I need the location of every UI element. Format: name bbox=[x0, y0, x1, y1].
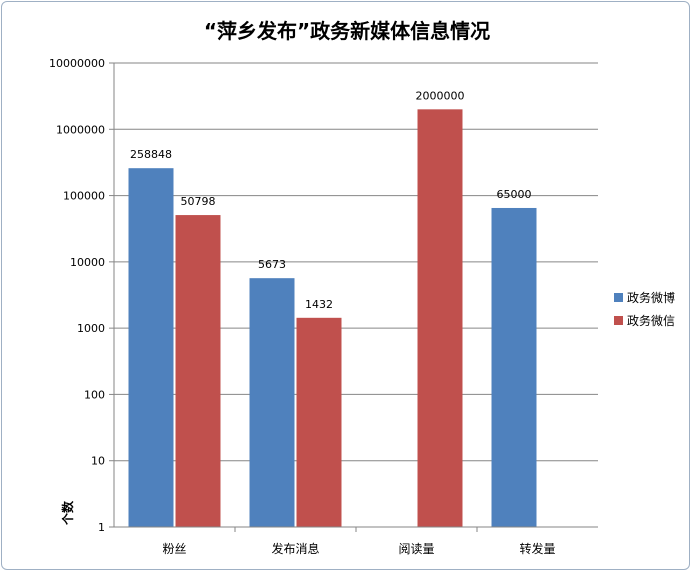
y-axis-ticks: 1 10 100 1000 10000 100000 1000000 10000000 bbox=[49, 57, 105, 534]
y-tick-label: 100000 bbox=[63, 190, 105, 203]
bar bbox=[128, 168, 174, 528]
data-label: 50798 bbox=[181, 195, 216, 208]
x-category-label: 转发量 bbox=[519, 541, 555, 556]
x-category-label: 粉丝 bbox=[162, 542, 186, 556]
data-label: 2000000 bbox=[416, 89, 465, 102]
data-label: 258848 bbox=[130, 148, 172, 161]
legend-label: 政务微博 bbox=[627, 290, 675, 305]
y-tick-label: 10 bbox=[91, 455, 105, 468]
data-labels: 258848 50798 5673 1432 2000000 65000 bbox=[130, 89, 532, 310]
data-label: 5673 bbox=[258, 258, 286, 271]
chart-title: “萍乡发布”政务新媒体信息情况 bbox=[204, 19, 490, 43]
bar bbox=[296, 317, 342, 527]
x-category-label: 发布消息 bbox=[271, 541, 319, 556]
y-tick-label: 1000 bbox=[77, 322, 105, 335]
x-category-label: 阅读量 bbox=[398, 542, 434, 556]
y-tick-label: 100 bbox=[84, 388, 105, 401]
y-tick-label: 10000000 bbox=[49, 57, 105, 70]
legend-swatch bbox=[614, 293, 623, 302]
y-tick-label: 10000 bbox=[70, 256, 105, 269]
bar bbox=[417, 109, 463, 527]
y-tick-label: 1 bbox=[98, 521, 105, 534]
y-tick-label: 1000000 bbox=[56, 123, 105, 136]
bar bbox=[175, 215, 221, 528]
bars bbox=[128, 109, 537, 528]
y-axis-title: 个数 bbox=[60, 500, 75, 526]
data-label: 65000 bbox=[497, 188, 532, 201]
bar bbox=[249, 278, 295, 527]
x-axis-categories: 粉丝 发布消息 阅读量 转发量 bbox=[162, 527, 556, 556]
legend-swatch bbox=[614, 316, 623, 325]
legend-label: 政务微信 bbox=[627, 313, 675, 328]
bar bbox=[491, 207, 537, 527]
data-label: 1432 bbox=[305, 298, 333, 311]
